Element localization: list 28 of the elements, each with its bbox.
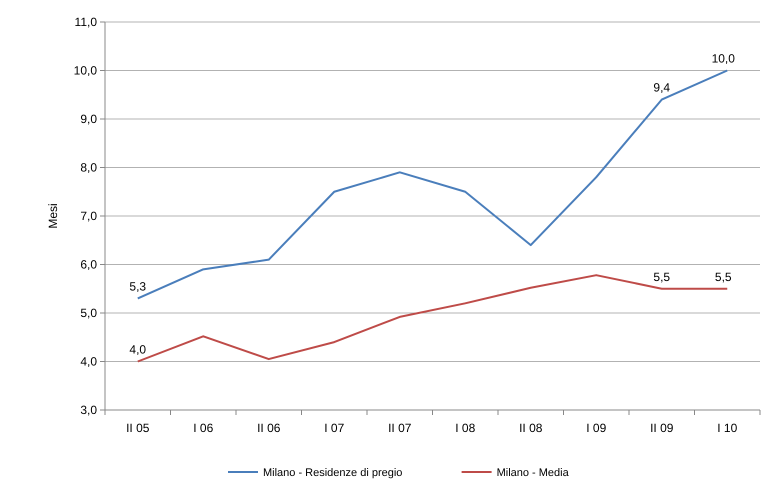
y-tick-label: 5,0 — [80, 306, 98, 320]
y-tick-label: 6,0 — [80, 258, 98, 272]
data-label: 5,5 — [714, 270, 732, 284]
y-axis-title: Mesi — [46, 203, 60, 229]
y-tick-label: 7,0 — [80, 209, 98, 224]
data-label: 9,4 — [653, 80, 670, 95]
y-tick-label: 11,0 — [74, 15, 98, 30]
x-tick-label: I 09 — [586, 421, 607, 435]
legend-label: Milano - Residenze di pregio — [263, 466, 402, 479]
data-label: 4,0 — [129, 342, 146, 356]
y-tick-label: 9,0 — [80, 112, 98, 126]
x-tick-label: I 08 — [455, 421, 476, 435]
x-tick-label: I 06 — [193, 421, 214, 435]
y-tick-label: 3,0 — [80, 403, 98, 418]
x-tick-label: II 05 — [126, 421, 150, 435]
x-tick-label: II 08 — [519, 421, 543, 435]
data-label: 5,3 — [129, 279, 146, 294]
x-tick-label: I 10 — [717, 421, 738, 435]
x-tick-label: II 06 — [257, 421, 281, 435]
y-tick-label: 10,0 — [74, 64, 98, 78]
x-tick-label: II 07 — [388, 421, 412, 435]
x-tick-label: I 07 — [324, 421, 345, 435]
y-tick-label: 4,0 — [80, 354, 98, 369]
x-tick-label: II 09 — [650, 421, 674, 435]
legend-label: Milano - Media — [496, 466, 570, 479]
data-label: 5,5 — [653, 270, 670, 284]
data-label: 10,0 — [712, 52, 736, 66]
y-tick-label: 8,0 — [80, 160, 98, 175]
